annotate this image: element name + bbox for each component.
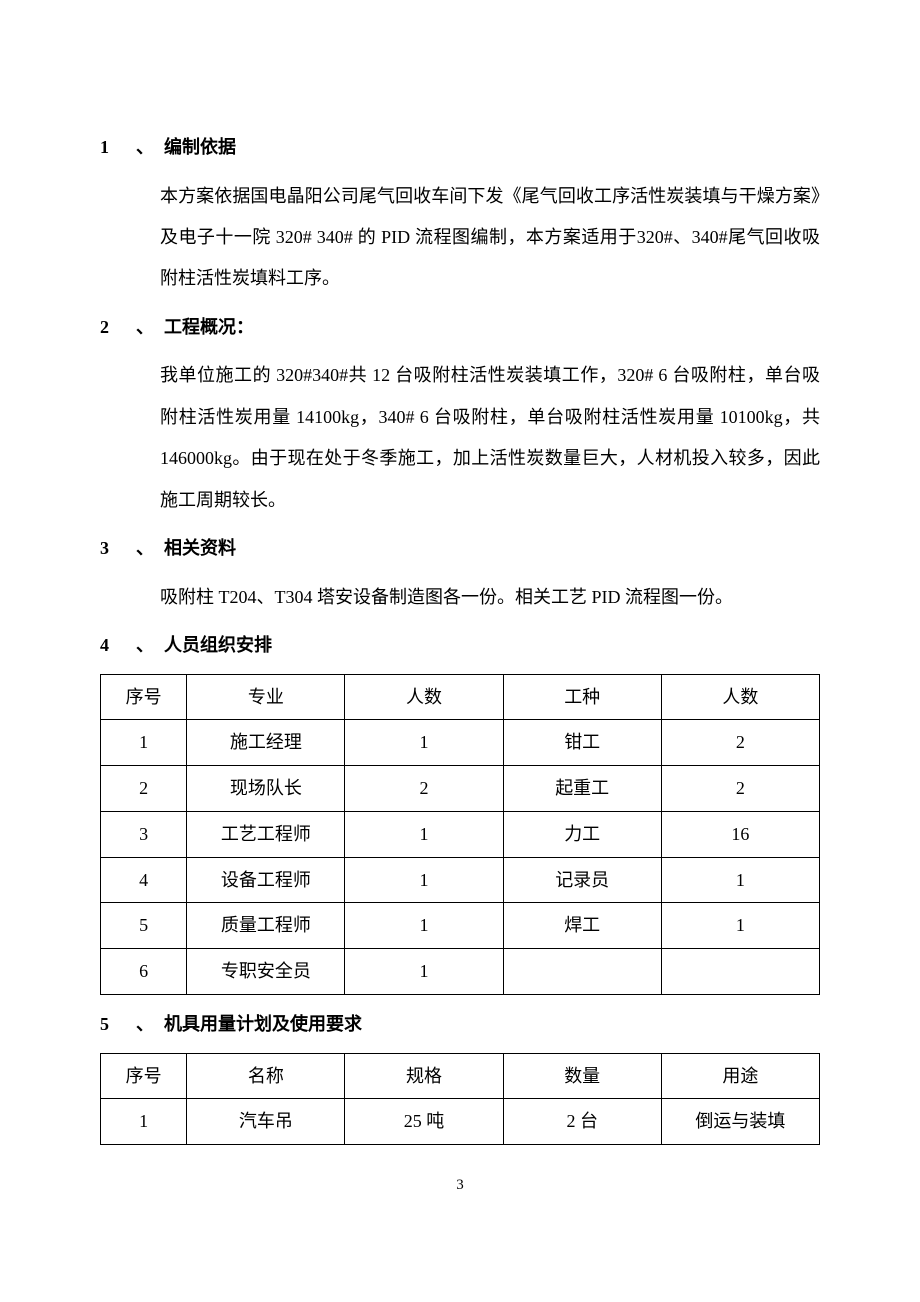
section-heading-5: 5、机具用量计划及使用要求 bbox=[100, 1005, 820, 1045]
document-page: 1、编制依据 本方案依据国电晶阳公司尾气回收车间下发《尾气回收工序活性炭装填与干… bbox=[0, 0, 920, 1242]
section-title: 工程概况： bbox=[164, 317, 254, 337]
cell: 1 bbox=[661, 903, 819, 949]
col-header: 规格 bbox=[345, 1053, 503, 1099]
col-header: 工种 bbox=[503, 674, 661, 720]
cell bbox=[661, 949, 819, 995]
cell: 25 吨 bbox=[345, 1099, 503, 1145]
equipment-table: 序号 名称 规格 数量 用途 1 汽车吊 25 吨 2 台 倒运与装填 bbox=[100, 1053, 820, 1146]
section-number: 5 bbox=[100, 1005, 136, 1045]
table-header-row: 序号 专业 人数 工种 人数 bbox=[101, 674, 820, 720]
section-body-1: 本方案依据国电晶阳公司尾气回收车间下发《尾气回收工序活性炭装填与干燥方案》及电子… bbox=[100, 176, 820, 300]
cell: 1 bbox=[345, 857, 503, 903]
cell: 1 bbox=[101, 720, 187, 766]
cell: 2 台 bbox=[503, 1099, 661, 1145]
col-header: 名称 bbox=[187, 1053, 345, 1099]
section-sep: 、 bbox=[136, 1014, 154, 1034]
cell: 质量工程师 bbox=[187, 903, 345, 949]
cell: 6 bbox=[101, 949, 187, 995]
cell: 专职安全员 bbox=[187, 949, 345, 995]
col-header: 序号 bbox=[101, 1053, 187, 1099]
section-body-3: 吸附柱 T204、T304 塔安设备制造图各一份。相关工艺 PID 流程图一份。 bbox=[100, 577, 820, 618]
col-header: 专业 bbox=[187, 674, 345, 720]
table-row: 5 质量工程师 1 焊工 1 bbox=[101, 903, 820, 949]
cell: 设备工程师 bbox=[187, 857, 345, 903]
table-row: 1 施工经理 1 钳工 2 bbox=[101, 720, 820, 766]
cell: 焊工 bbox=[503, 903, 661, 949]
section-body-2: 我单位施工的 320#340#共 12 台吸附柱活性炭装填工作，320# 6 台… bbox=[100, 355, 820, 521]
section-heading-4: 4、人员组织安排 bbox=[100, 626, 820, 666]
table-header-row: 序号 名称 规格 数量 用途 bbox=[101, 1053, 820, 1099]
table-row: 1 汽车吊 25 吨 2 台 倒运与装填 bbox=[101, 1099, 820, 1145]
section-title: 编制依据 bbox=[164, 137, 236, 157]
col-header: 人数 bbox=[345, 674, 503, 720]
col-header: 序号 bbox=[101, 674, 187, 720]
personnel-table: 序号 专业 人数 工种 人数 1 施工经理 1 钳工 2 2 现场队长 2 起重… bbox=[100, 674, 820, 996]
section-sep: 、 bbox=[136, 635, 154, 655]
cell: 2 bbox=[661, 720, 819, 766]
cell: 2 bbox=[101, 766, 187, 812]
cell bbox=[503, 949, 661, 995]
cell: 3 bbox=[101, 811, 187, 857]
cell: 1 bbox=[101, 1099, 187, 1145]
cell: 1 bbox=[661, 857, 819, 903]
section-title: 人员组织安排 bbox=[164, 635, 272, 655]
cell: 工艺工程师 bbox=[187, 811, 345, 857]
col-header: 人数 bbox=[661, 674, 819, 720]
cell: 1 bbox=[345, 949, 503, 995]
cell: 5 bbox=[101, 903, 187, 949]
cell: 1 bbox=[345, 811, 503, 857]
cell: 1 bbox=[345, 720, 503, 766]
table-row: 3 工艺工程师 1 力工 16 bbox=[101, 811, 820, 857]
cell: 现场队长 bbox=[187, 766, 345, 812]
cell: 施工经理 bbox=[187, 720, 345, 766]
section-number: 4 bbox=[100, 626, 136, 666]
cell: 汽车吊 bbox=[187, 1099, 345, 1145]
cell: 记录员 bbox=[503, 857, 661, 903]
col-header: 用途 bbox=[661, 1053, 819, 1099]
section-heading-2: 2、工程概况： bbox=[100, 308, 820, 348]
section-sep: 、 bbox=[136, 538, 154, 558]
section-title: 相关资料 bbox=[164, 538, 236, 558]
table-row: 6 专职安全员 1 bbox=[101, 949, 820, 995]
cell: 力工 bbox=[503, 811, 661, 857]
section-heading-3: 3、相关资料 bbox=[100, 529, 820, 569]
section-number: 1 bbox=[100, 128, 136, 168]
col-header: 数量 bbox=[503, 1053, 661, 1099]
cell: 16 bbox=[661, 811, 819, 857]
section-title: 机具用量计划及使用要求 bbox=[164, 1014, 362, 1034]
cell: 倒运与装填 bbox=[661, 1099, 819, 1145]
page-number: 3 bbox=[100, 1169, 820, 1202]
cell: 起重工 bbox=[503, 766, 661, 812]
cell: 4 bbox=[101, 857, 187, 903]
cell: 1 bbox=[345, 903, 503, 949]
cell: 钳工 bbox=[503, 720, 661, 766]
section-number: 2 bbox=[100, 308, 136, 348]
cell: 2 bbox=[345, 766, 503, 812]
table-row: 2 现场队长 2 起重工 2 bbox=[101, 766, 820, 812]
section-sep: 、 bbox=[136, 317, 154, 337]
cell: 2 bbox=[661, 766, 819, 812]
section-heading-1: 1、编制依据 bbox=[100, 128, 820, 168]
section-sep: 、 bbox=[136, 137, 154, 157]
section-number: 3 bbox=[100, 529, 136, 569]
table-row: 4 设备工程师 1 记录员 1 bbox=[101, 857, 820, 903]
